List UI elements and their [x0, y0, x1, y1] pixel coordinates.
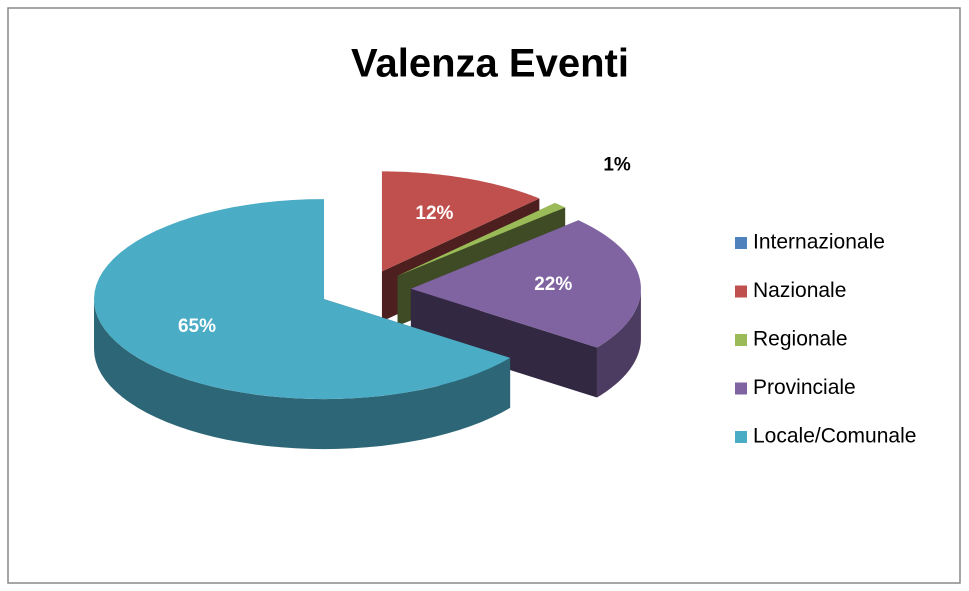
chart-title: Valenza Eventi — [351, 42, 629, 86]
legend-label: Regionale — [753, 328, 848, 351]
legend-label: Locale/Comunale — [753, 425, 916, 448]
slice — [397, 202, 566, 276]
legend-label: Provinciale — [753, 376, 856, 399]
legend-swatch — [735, 285, 747, 298]
slice — [410, 220, 641, 348]
legend-swatch — [735, 237, 747, 249]
legend-label: Internazionale — [753, 231, 885, 254]
slice — [94, 199, 511, 400]
data-label: 12% — [415, 203, 453, 224]
slice-side — [596, 288, 641, 398]
slice — [381, 171, 540, 272]
legend-swatch — [735, 334, 747, 346]
legend-swatch — [735, 382, 747, 395]
data-label: 22% — [534, 274, 572, 295]
legend-swatch — [735, 431, 747, 443]
data-label: 65% — [178, 316, 216, 337]
data-label: 1% — [603, 154, 631, 175]
slice-side — [94, 299, 511, 450]
slice-edge — [410, 288, 597, 398]
legend-label: Nazionale — [753, 279, 846, 302]
